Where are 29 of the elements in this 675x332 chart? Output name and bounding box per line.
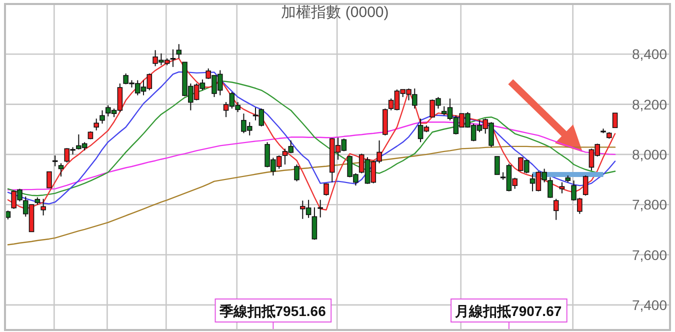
candlestick <box>312 206 318 240</box>
chart-title: 加權指數 (0000) <box>281 4 389 21</box>
candlestick <box>58 162 64 178</box>
candlestick <box>176 44 182 59</box>
candlestick <box>94 118 99 131</box>
line-series <box>7 146 616 246</box>
candlestick <box>318 199 323 218</box>
y-tick-label: 8,200 <box>632 96 668 112</box>
annotation: 季線扣抵7951.66 <box>218 303 326 319</box>
candlestick <box>170 48 176 68</box>
candlestick <box>324 182 329 196</box>
candlestick <box>294 164 300 182</box>
y-tick-label: 7,400 <box>632 296 668 313</box>
y-tick-label: 7,600 <box>632 246 668 263</box>
candlestick <box>553 198 559 220</box>
y-tick-label: 7,800 <box>632 196 668 213</box>
candlestick <box>100 110 105 124</box>
candlestick <box>40 198 46 216</box>
y-tick-label: 8,400 <box>632 46 668 62</box>
candlestick <box>582 175 588 196</box>
candlestick <box>494 156 500 175</box>
candlestick <box>46 171 52 188</box>
candlestick <box>612 112 618 128</box>
y-tick-label: 8,000 <box>632 146 668 162</box>
candlestick <box>52 154 58 167</box>
candlestick <box>548 176 553 198</box>
candlestick <box>376 140 382 164</box>
annotation: 月線扣抵7907.67 <box>454 303 562 319</box>
candlestick <box>559 182 565 194</box>
